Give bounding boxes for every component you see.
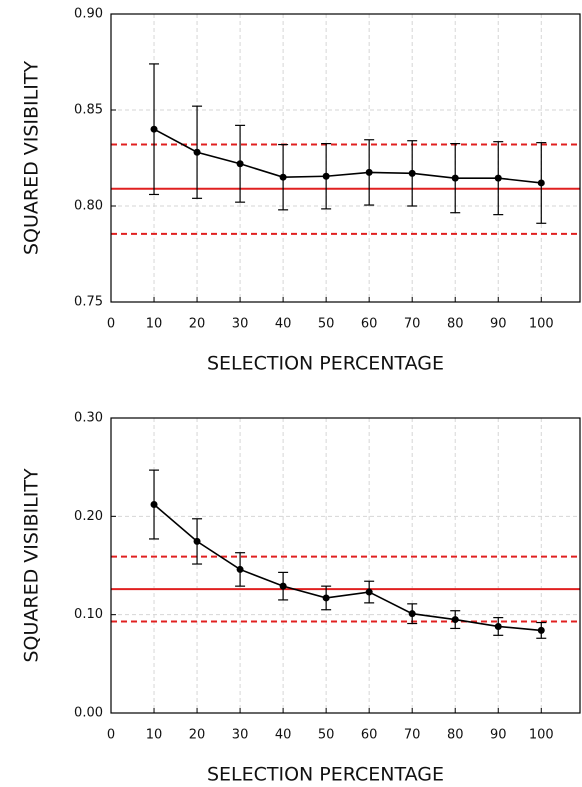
x-tick-label: 60: [361, 317, 378, 332]
y-tick-label: 0.10: [74, 607, 103, 622]
data-point: [365, 168, 373, 176]
x-tick-label: 30: [232, 317, 249, 332]
y-tick-label: 0.90: [74, 7, 103, 22]
x-tick-label: 20: [189, 728, 206, 743]
data-point: [150, 125, 158, 133]
x-tick-label: 90: [490, 317, 507, 332]
data-point: [150, 501, 158, 509]
x-axis-label: SELECTION PERCENTAGE: [207, 764, 444, 786]
data-point: [408, 610, 416, 618]
data-point: [279, 173, 287, 181]
data-point: [494, 622, 502, 630]
x-tick-label: 50: [318, 728, 335, 743]
data-point: [193, 148, 201, 156]
y-tick-label: 0.75: [74, 295, 103, 310]
plot-frame: [110, 13, 581, 303]
y-axis-label: SQUARED VISIBILITY: [21, 61, 43, 255]
x-tick-label: 40: [275, 728, 292, 743]
y-tick-label: 0.30: [74, 411, 103, 426]
x-tick-label: 0: [107, 728, 115, 743]
data-point: [236, 565, 244, 573]
data-point: [408, 169, 416, 177]
y-axis-label: SQUARED VISIBILITY: [21, 468, 43, 662]
x-tick-label: 0: [107, 317, 115, 332]
data-point: [494, 174, 502, 182]
x-tick-label: 80: [447, 728, 464, 743]
x-tick-label: 70: [404, 728, 421, 743]
x-tick-label: 100: [529, 317, 554, 332]
x-tick-label: 40: [275, 317, 292, 332]
y-tick-label: 0.00: [74, 706, 103, 721]
y-tick-label: 0.80: [74, 199, 103, 214]
data-point: [537, 179, 545, 187]
x-tick-label: 60: [361, 728, 378, 743]
x-tick-label: 70: [404, 317, 421, 332]
x-tick-label: 80: [447, 317, 464, 332]
y-tick-label: 0.20: [74, 509, 103, 524]
x-axis-label: SELECTION PERCENTAGE: [207, 353, 444, 375]
data-point: [451, 174, 459, 182]
data-point: [193, 537, 201, 545]
data-point: [279, 582, 287, 590]
x-tick-label: 50: [318, 317, 335, 332]
x-tick-label: 10: [146, 728, 163, 743]
x-tick-label: 30: [232, 728, 249, 743]
data-point: [322, 172, 330, 180]
x-tick-label: 90: [490, 728, 507, 743]
y-tick-label: 0.85: [74, 103, 103, 118]
series-line: [153, 503, 542, 632]
x-tick-label: 20: [189, 317, 206, 332]
data-point: [537, 626, 545, 634]
plot-frame: [110, 417, 581, 714]
series-line: [153, 128, 542, 184]
data-point: [451, 616, 459, 624]
x-tick-label: 10: [146, 317, 163, 332]
data-point: [236, 160, 244, 168]
data-point: [322, 594, 330, 602]
x-tick-label: 100: [529, 728, 554, 743]
data-point: [365, 588, 373, 596]
